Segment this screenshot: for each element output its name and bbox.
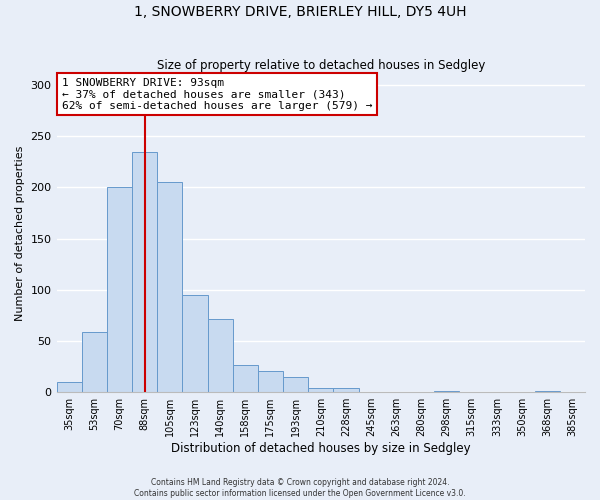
Bar (208, 320, 233, 392)
Bar (434, 391, 459, 392)
Text: Contains HM Land Registry data © Crown copyright and database right 2024.
Contai: Contains HM Land Registry data © Crown c… (134, 478, 466, 498)
Bar (334, 388, 359, 392)
Bar (107, 188, 132, 392)
Bar (182, 295, 208, 392)
Bar (132, 152, 157, 392)
Title: Size of property relative to detached houses in Sedgley: Size of property relative to detached ho… (157, 59, 485, 72)
Bar (157, 182, 182, 392)
Bar (233, 364, 258, 392)
Text: 1 SNOWBERRY DRIVE: 93sqm
← 37% of detached houses are smaller (343)
62% of semi-: 1 SNOWBERRY DRIVE: 93sqm ← 37% of detach… (62, 78, 373, 111)
Bar (308, 388, 334, 392)
Text: 1, SNOWBERRY DRIVE, BRIERLEY HILL, DY5 4UH: 1, SNOWBERRY DRIVE, BRIERLEY HILL, DY5 4… (134, 5, 466, 19)
Bar (283, 377, 308, 392)
Bar (258, 370, 283, 392)
Y-axis label: Number of detached properties: Number of detached properties (15, 146, 25, 321)
Bar (82, 332, 107, 392)
Bar (535, 391, 560, 392)
X-axis label: Distribution of detached houses by size in Sedgley: Distribution of detached houses by size … (171, 442, 470, 455)
Bar (56, 382, 82, 392)
